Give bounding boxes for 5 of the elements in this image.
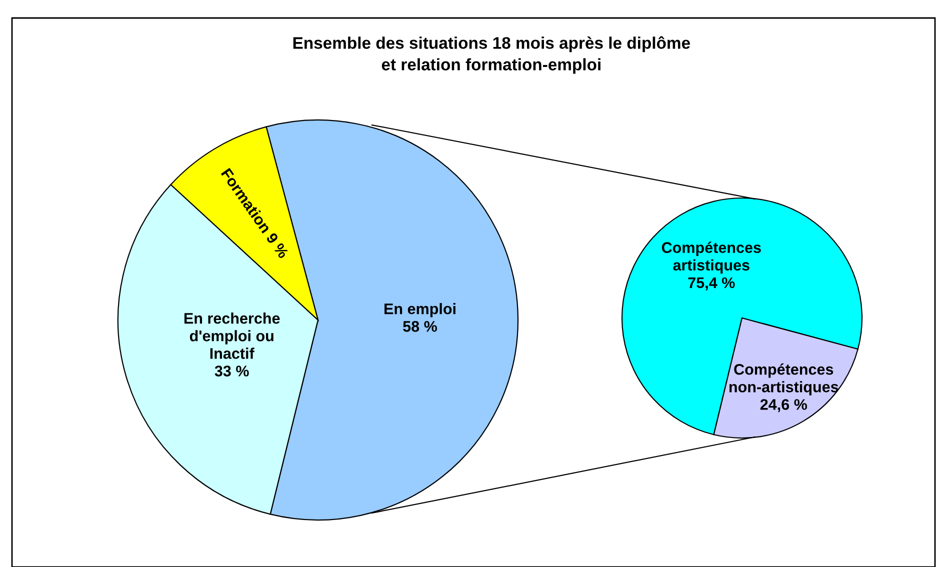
slice-label: En recherche d'emploi ou Inactif 33 %	[184, 312, 280, 376]
slice-label: Compétences non-artistiques 24,6 %	[729, 363, 838, 412]
slice-label: En emploi 58 %	[384, 303, 456, 332]
slice-label: Compétences artistiques 75,4 %	[662, 242, 761, 290]
chart-title: Ensemble des situations 18 mois après le diplôme et relation formation-emploi	[293, 36, 690, 74]
